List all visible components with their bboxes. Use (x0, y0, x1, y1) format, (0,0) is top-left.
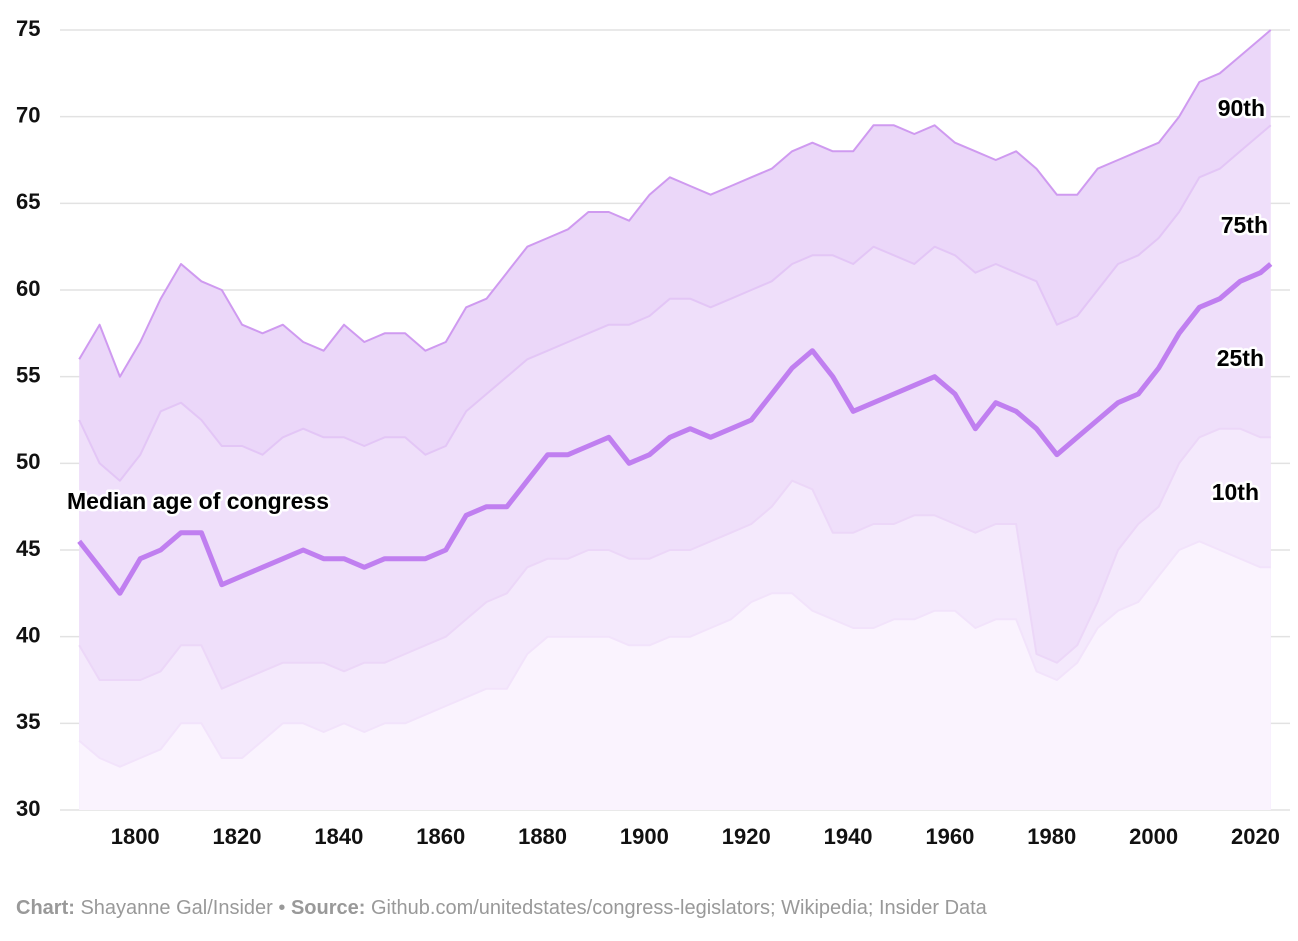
source-label: Source: (291, 897, 365, 919)
y-tick-label: 45 (16, 536, 40, 561)
series-label: Median age of congress (67, 488, 329, 514)
percentile-line (78, 124, 1272, 482)
x-tick-label: 1800 (111, 824, 160, 849)
x-tick-label: 1900 (620, 824, 669, 849)
median-line (77, 262, 1273, 596)
series-label: 25th (1217, 345, 1264, 371)
percentile-line (78, 29, 1272, 378)
x-tick-label: 1940 (824, 824, 873, 849)
band-area (79, 541, 1271, 810)
series-label: 90th (1218, 95, 1265, 121)
y-tick-label: 50 (16, 449, 40, 474)
y-tick-label: 60 (16, 276, 40, 301)
credit: Shayanne Gal/Insider (80, 897, 273, 919)
y-tick-label: 40 (16, 622, 40, 647)
percentile-line (78, 540, 1271, 768)
credit-label: Chart: (16, 897, 75, 919)
series-label: 10th (1212, 479, 1259, 505)
source: Github.com/unitedstates/congress-legisla… (371, 897, 988, 919)
x-tick-label: 1980 (1027, 824, 1076, 849)
y-tick-label: 30 (16, 796, 40, 821)
x-tick-label: 1960 (925, 824, 974, 849)
y-tick-label: 70 (16, 102, 40, 127)
y-tick-label: 75 (16, 16, 40, 41)
x-tick-label: 1820 (213, 824, 262, 849)
footer: Chart: Shayanne Gal/Insider • Source: Gi… (16, 897, 988, 919)
y-tick-label: 35 (16, 709, 40, 734)
x-tick-label: 1840 (314, 824, 363, 849)
x-tick-label: 1860 (416, 824, 465, 849)
y-tick-label: 55 (16, 362, 40, 387)
x-tick-label: 2020 (1231, 824, 1280, 849)
separator: • (278, 897, 285, 919)
percentile-line (78, 427, 1271, 690)
x-tick-label: 1920 (722, 824, 771, 849)
y-tick-label: 65 (16, 189, 40, 214)
x-tick-label: 2000 (1129, 824, 1178, 849)
series-label: 75th (1221, 212, 1268, 238)
x-tick-label: 1880 (518, 824, 567, 849)
